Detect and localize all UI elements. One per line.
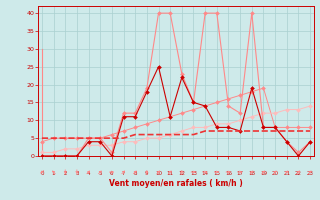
X-axis label: Vent moyen/en rafales ( km/h ): Vent moyen/en rafales ( km/h ) bbox=[109, 179, 243, 188]
